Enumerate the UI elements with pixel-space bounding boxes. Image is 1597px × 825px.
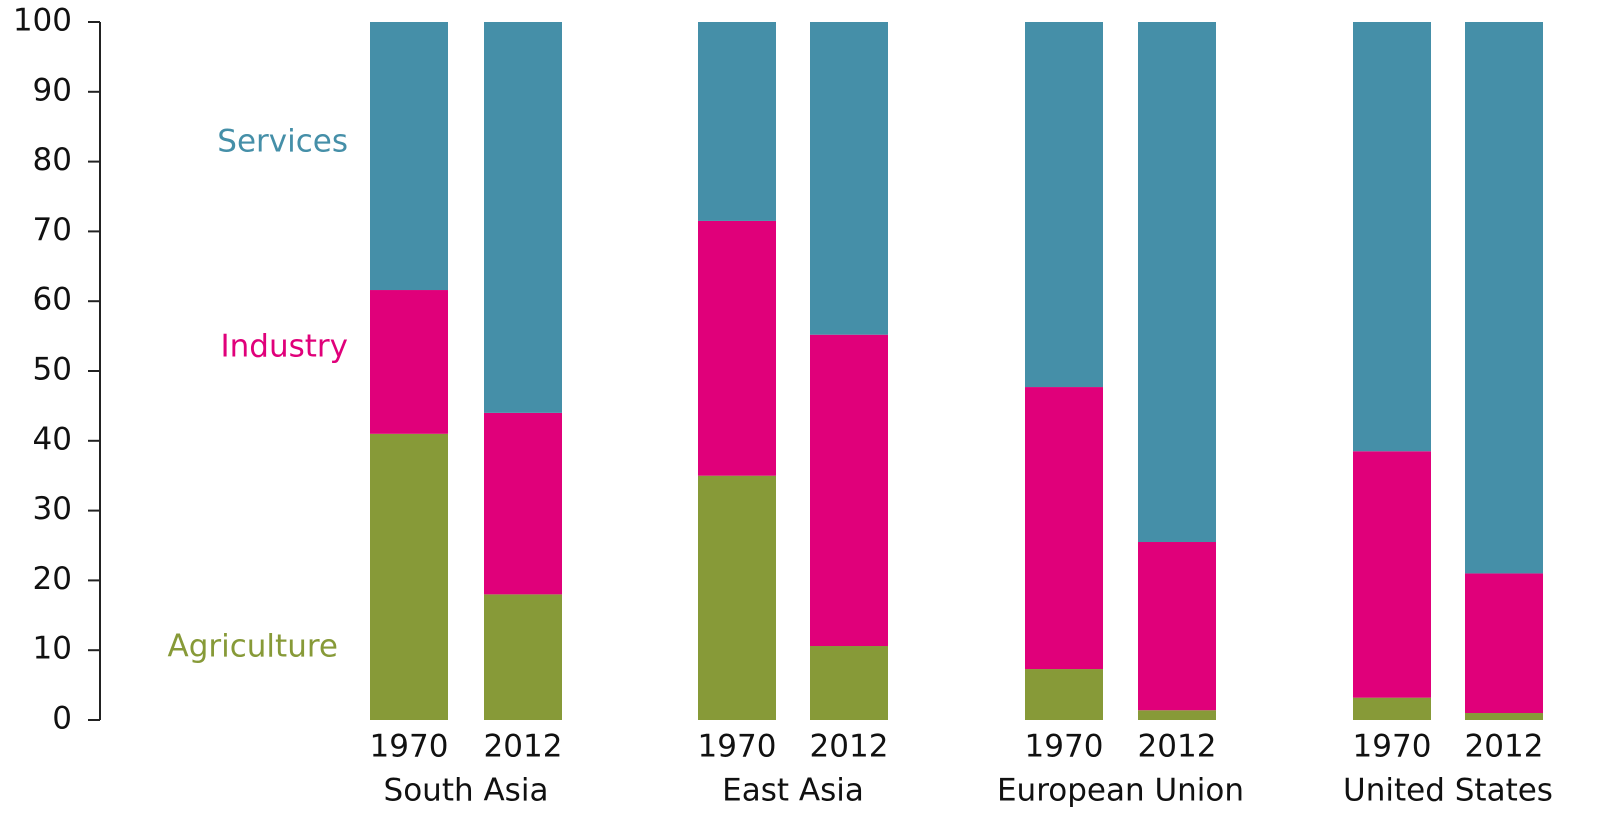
y-tick-label: 30 (33, 491, 72, 527)
bar-segment (698, 220, 776, 476)
y-tick-label: 50 (33, 352, 72, 388)
y-tick-label: 80 (33, 142, 72, 178)
bar-segment (1465, 22, 1543, 574)
bar-segment (698, 475, 776, 720)
bar-segment (1353, 451, 1431, 698)
bar-segment (370, 22, 448, 291)
x-tick-label: 2012 (484, 729, 563, 765)
x-tick-label: 1970 (1025, 729, 1104, 765)
bar-segment (484, 412, 562, 595)
y-tick-label: 60 (33, 282, 72, 318)
y-tick-label: 70 (33, 212, 72, 248)
x-tick-label: 2012 (1465, 729, 1544, 765)
legend-label: Industry (220, 329, 348, 365)
bar-segment (1025, 22, 1103, 388)
bar-segment (370, 290, 448, 434)
group-label: South Asia (384, 773, 549, 809)
group-label: United States (1343, 773, 1553, 809)
legend-label: Services (217, 124, 348, 160)
y-tick-label: 90 (33, 72, 72, 108)
bar-segment (1138, 710, 1216, 720)
x-tick-label: 2012 (1138, 729, 1217, 765)
x-tick-label: 1970 (698, 729, 777, 765)
bar-segment (810, 334, 888, 647)
group-label: European Union (997, 773, 1244, 809)
y-tick-label: 0 (52, 701, 72, 737)
y-tick-label: 20 (33, 561, 72, 597)
x-tick-label: 1970 (370, 729, 449, 765)
bar-segment (698, 22, 776, 221)
x-tick-label: 2012 (810, 729, 889, 765)
bar-segment (1138, 22, 1216, 543)
y-tick-label: 40 (33, 421, 72, 457)
bar-segment (1465, 573, 1543, 714)
bar-segment (484, 594, 562, 720)
bar-segment (1138, 542, 1216, 711)
bar-segment (1353, 22, 1431, 452)
bar-segment (1353, 697, 1431, 720)
bar-segment (810, 22, 888, 335)
x-tick-label: 1970 (1353, 729, 1432, 765)
bar-segment (484, 22, 562, 413)
y-tick-label: 10 (33, 631, 72, 667)
group-label: East Asia (722, 773, 864, 809)
bar-segment (810, 646, 888, 720)
y-tick-label: 100 (13, 3, 72, 39)
legend-label: Agriculture (168, 629, 339, 665)
bar-segment (1025, 669, 1103, 720)
bar-segment (370, 433, 448, 720)
bar-segment (1025, 387, 1103, 670)
bar-segment (1465, 713, 1543, 720)
